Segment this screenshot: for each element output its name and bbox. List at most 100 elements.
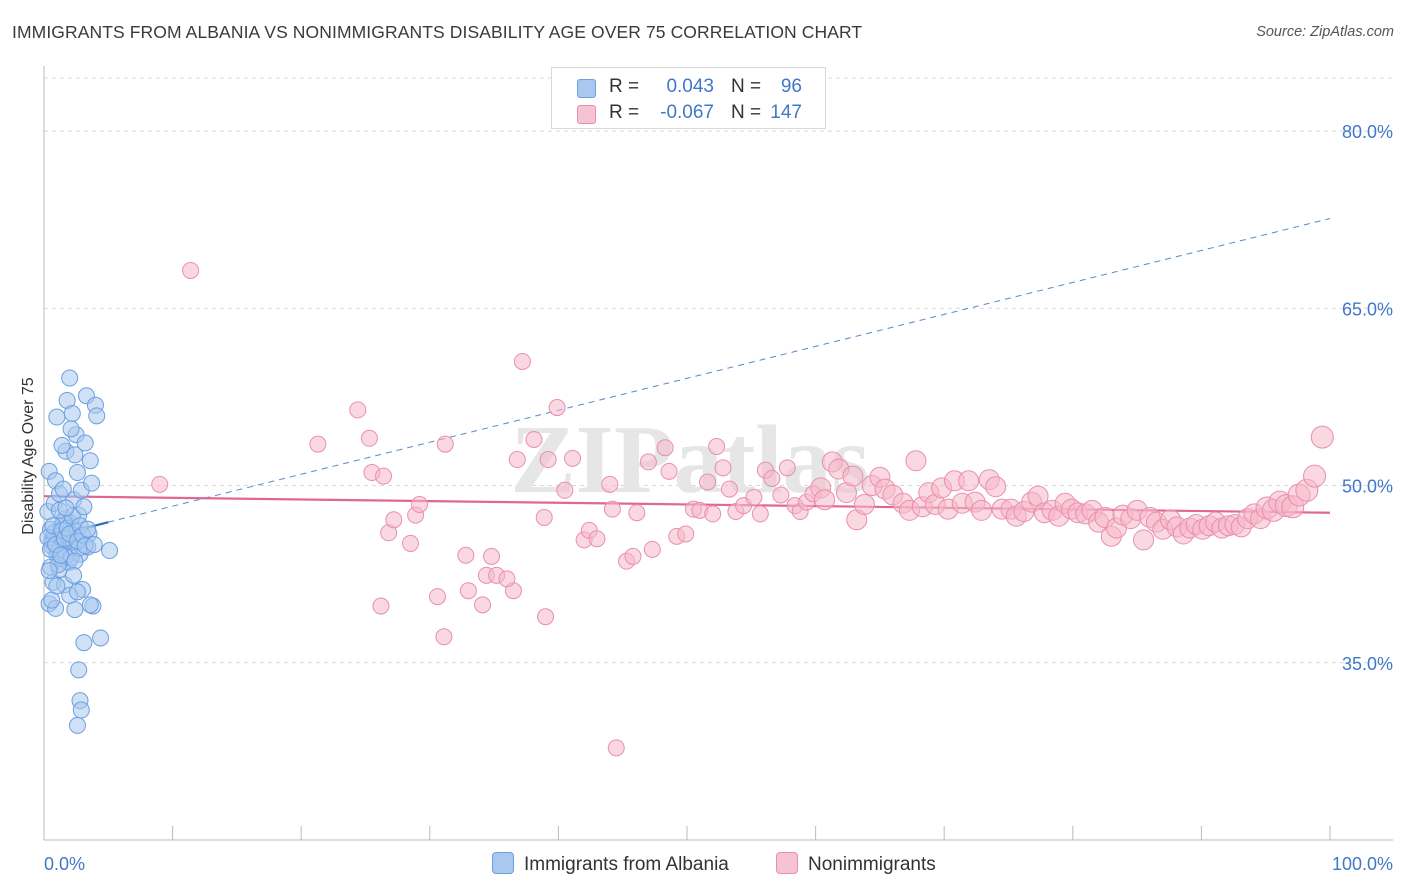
pink-point	[763, 469, 781, 487]
blue-point	[63, 404, 81, 422]
blue-point	[83, 474, 101, 492]
pink-point	[151, 475, 169, 493]
pink-point	[1310, 425, 1334, 449]
y-tick-label: 50.0%	[1342, 477, 1393, 497]
pink-point	[309, 435, 327, 453]
legend-swatch-blue	[492, 852, 514, 874]
pink-point	[483, 547, 501, 565]
blue-point	[66, 601, 84, 619]
pink-point	[660, 462, 678, 480]
blue-point	[76, 434, 94, 452]
blue-point	[75, 634, 93, 652]
blue-point	[61, 369, 79, 387]
blue-point	[52, 546, 70, 564]
r-value: -0.067	[660, 102, 714, 123]
blue-point	[70, 661, 88, 679]
pink-point	[402, 534, 420, 552]
pink-point	[525, 430, 543, 448]
blue-point	[62, 420, 80, 438]
pink-point	[436, 435, 454, 453]
legend-label-nonimmigrants: Nonimmigrants	[808, 854, 936, 875]
legend-swatch-pink	[776, 852, 798, 874]
pink-point	[535, 508, 553, 526]
blue-point	[53, 436, 71, 454]
pink-point	[459, 582, 477, 600]
blue-point	[66, 446, 84, 464]
pink-point	[429, 588, 447, 606]
pink-point	[603, 500, 621, 518]
blue-point	[68, 583, 86, 601]
pink-point	[905, 450, 927, 472]
r-label: R =	[609, 76, 640, 97]
pink-point	[958, 470, 980, 492]
blue-point	[92, 629, 110, 647]
pink-point	[1303, 464, 1327, 488]
pink-point	[182, 261, 200, 279]
pink-swatch	[577, 105, 596, 124]
pink-point	[349, 401, 367, 419]
n-label: N =	[731, 102, 762, 123]
blue-point	[75, 498, 93, 516]
chart-title: IMMIGRANTS FROM ALBANIA VS NONIMMIGRANTS…	[12, 22, 863, 42]
pink-point	[970, 499, 992, 521]
pink-point	[704, 505, 722, 523]
blue-swatch	[577, 79, 596, 98]
blue-point	[79, 520, 97, 538]
pink-point	[435, 628, 453, 646]
blue-point	[65, 566, 83, 584]
y-tick-label: 80.0%	[1342, 122, 1393, 142]
x-tick-label-min: 0.0%	[44, 854, 85, 874]
pink-point	[639, 453, 657, 471]
blue-point	[88, 407, 106, 425]
blue-point	[40, 562, 58, 580]
pink-point	[842, 465, 864, 487]
pink-point	[720, 480, 738, 498]
pink-point	[360, 429, 378, 447]
pink-point	[601, 475, 619, 493]
pink-point	[814, 489, 836, 511]
n-label: N =	[731, 76, 762, 97]
stats-row-pink: R = -0.067 N = 147	[552, 102, 825, 128]
pink-point	[853, 493, 875, 515]
n-value: 147	[770, 102, 802, 123]
blue-point	[81, 596, 99, 614]
pink-point	[508, 451, 526, 469]
pink-point	[411, 495, 429, 513]
chart-source: Source: ZipAtlas.com	[1256, 24, 1394, 40]
blue-point	[85, 536, 103, 554]
y-tick-labels: 35.0% 50.0% 65.0% 80.0%	[1342, 122, 1393, 674]
legend-item-albania: Immigrants from Albania	[492, 852, 729, 876]
blue-trend-extension	[108, 218, 1331, 523]
pink-point	[539, 451, 557, 469]
blue-point	[48, 577, 66, 595]
pink-point	[1133, 529, 1155, 551]
blue-point	[68, 464, 86, 482]
blue-point	[57, 499, 75, 517]
stats-box: R = 0.043 N = 96 R = -0.067 N = 147	[551, 67, 826, 129]
pink-point	[474, 596, 492, 614]
blue-points	[39, 369, 119, 734]
legend-label-albania: Immigrants from Albania	[524, 854, 729, 875]
axes	[43, 66, 1393, 841]
pink-point	[548, 399, 566, 417]
pink-point	[745, 488, 763, 506]
blue-point	[66, 552, 84, 570]
pink-point	[699, 473, 717, 491]
legend-item-nonimmigrants: Nonimmigrants	[776, 852, 936, 876]
n-value: 96	[780, 76, 802, 97]
pink-points	[151, 261, 1334, 757]
pink-point	[372, 597, 390, 615]
pink-point	[457, 546, 475, 564]
pink-point	[714, 459, 732, 477]
pink-point	[607, 739, 625, 757]
pink-point	[498, 570, 516, 588]
blue-point	[68, 716, 86, 734]
pink-point	[564, 449, 582, 467]
pink-point	[772, 486, 790, 504]
blue-point	[81, 452, 99, 470]
pink-point	[656, 439, 674, 457]
pink-point	[375, 467, 393, 485]
blue-point	[54, 480, 72, 498]
blue-point	[72, 701, 90, 719]
pink-point	[588, 530, 606, 548]
